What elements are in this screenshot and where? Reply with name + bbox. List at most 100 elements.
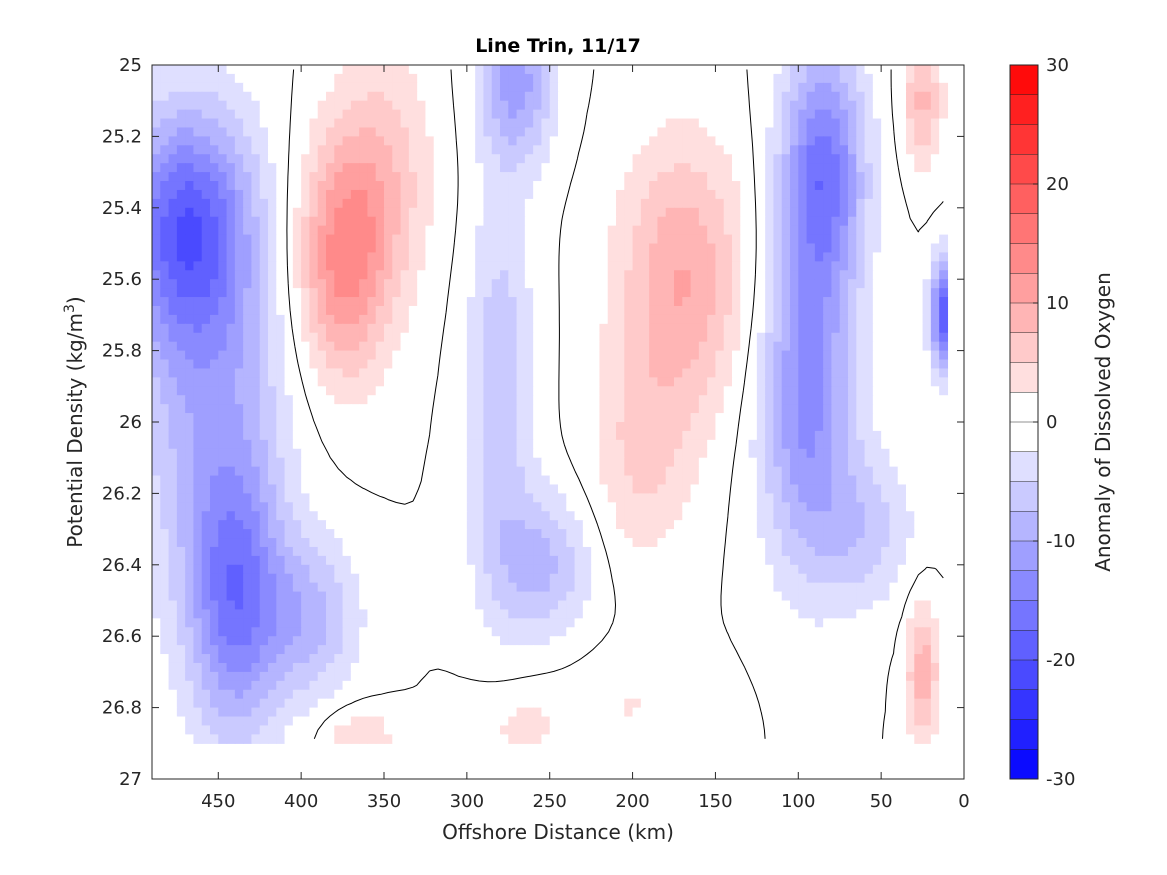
- heatmap-cell: [400, 520, 410, 530]
- heatmap-cell: [640, 198, 650, 209]
- heatmap-cell: [765, 386, 775, 396]
- heatmap-cell: [359, 457, 369, 468]
- heatmap-cell: [425, 332, 435, 343]
- heatmap-cell: [433, 91, 443, 102]
- heatmap-cell: [292, 448, 302, 459]
- heatmap-cell: [524, 154, 534, 164]
- heatmap-cell: [400, 225, 410, 236]
- heatmap-cell: [707, 430, 717, 441]
- heatmap-cell: [839, 350, 849, 361]
- heatmap-cell: [259, 127, 269, 137]
- heatmap-cell: [806, 413, 816, 423]
- heatmap-cell: [400, 404, 410, 414]
- heatmap-cell: [450, 368, 460, 378]
- heatmap-cell: [160, 73, 170, 84]
- heatmap-cell: [326, 118, 335, 129]
- heatmap-cell: [756, 466, 766, 477]
- heatmap-cell: [599, 172, 609, 182]
- heatmap-cell: [193, 520, 203, 530]
- heatmap-cell: [292, 91, 302, 102]
- heatmap-cell: [458, 270, 468, 280]
- heatmap-cell: [756, 127, 766, 137]
- heatmap-cell: [574, 109, 584, 120]
- heatmap-cell: [864, 163, 874, 173]
- heatmap-cell: [549, 341, 559, 352]
- heatmap-cell: [193, 368, 203, 378]
- heatmap-cell: [906, 118, 915, 129]
- heatmap-cell: [442, 163, 451, 173]
- heatmap-cell: [657, 457, 667, 468]
- heatmap-cell: [508, 270, 518, 280]
- heatmap-cell: [549, 484, 559, 494]
- heatmap-cell: [309, 145, 319, 155]
- heatmap-cell: [881, 377, 891, 387]
- heatmap-cell: [798, 368, 808, 378]
- heatmap-cell: [201, 118, 211, 129]
- heatmap-cell: [483, 261, 493, 271]
- heatmap-cell: [367, 118, 377, 129]
- heatmap-cell: [889, 198, 899, 209]
- heatmap-cell: [607, 305, 617, 316]
- heatmap-cell: [367, 520, 377, 530]
- heatmap-cell: [922, 350, 932, 361]
- heatmap-cell: [765, 466, 775, 477]
- heatmap-cell: [284, 73, 294, 84]
- heatmap-cell: [243, 297, 253, 307]
- heatmap-cell: [326, 332, 335, 343]
- heatmap-cell: [425, 422, 435, 432]
- heatmap-cell: [939, 448, 949, 459]
- heatmap-cell: [176, 475, 186, 486]
- heatmap-cell: [500, 73, 509, 84]
- heatmap-cell: [773, 207, 783, 218]
- heatmap-cell: [375, 127, 385, 137]
- heatmap-cell: [930, 305, 940, 316]
- heatmap-cell: [442, 136, 451, 146]
- heatmap-cell: [516, 297, 526, 307]
- heatmap-cell: [756, 422, 766, 432]
- heatmap-cell: [259, 439, 269, 450]
- heatmap-cell: [939, 377, 949, 387]
- heatmap-cell: [251, 386, 261, 396]
- heatmap-cell: [268, 234, 277, 245]
- heatmap-cell: [682, 341, 692, 352]
- heatmap-cell: [823, 457, 833, 468]
- heatmap-cell: [176, 502, 186, 512]
- heatmap-cell: [574, 448, 584, 459]
- heatmap-cell: [516, 448, 526, 459]
- heatmap-cell: [442, 288, 451, 298]
- heatmap-cell: [268, 243, 277, 254]
- heatmap-cell: [814, 118, 824, 129]
- heatmap-cell: [616, 368, 625, 378]
- heatmap-cell: [218, 279, 228, 289]
- heatmap-cell: [723, 82, 733, 93]
- heatmap-cell: [914, 136, 924, 146]
- heatmap-cell: [210, 252, 219, 262]
- heatmap-cell: [698, 100, 708, 111]
- heatmap-cell: [425, 189, 435, 200]
- heatmap-cell: [234, 350, 244, 361]
- heatmap-cell: [176, 100, 186, 111]
- heatmap-cell: [872, 118, 882, 129]
- heatmap-cell: [334, 368, 344, 378]
- heatmap-cell: [831, 207, 841, 218]
- heatmap-cell: [533, 181, 543, 191]
- heatmap-cell: [906, 252, 915, 262]
- heatmap-cell: [640, 234, 650, 245]
- heatmap-cell: [226, 457, 236, 468]
- heatmap-cell: [889, 448, 899, 459]
- heatmap-cell: [433, 466, 443, 477]
- heatmap-cell: [234, 484, 244, 494]
- heatmap-cell: [897, 457, 907, 468]
- heatmap-cell: [524, 234, 534, 245]
- heatmap-cell: [823, 297, 833, 307]
- heatmap-cell: [176, 172, 186, 182]
- heatmap-cell: [616, 404, 625, 414]
- heatmap-cell: [342, 484, 352, 494]
- heatmap-cell: [748, 422, 758, 432]
- heatmap-cell: [848, 323, 857, 334]
- heatmap-cell: [599, 145, 609, 155]
- heatmap-cell: [690, 91, 700, 102]
- heatmap-cell: [276, 314, 286, 325]
- heatmap-cell: [839, 520, 849, 530]
- heatmap-cell: [458, 234, 468, 245]
